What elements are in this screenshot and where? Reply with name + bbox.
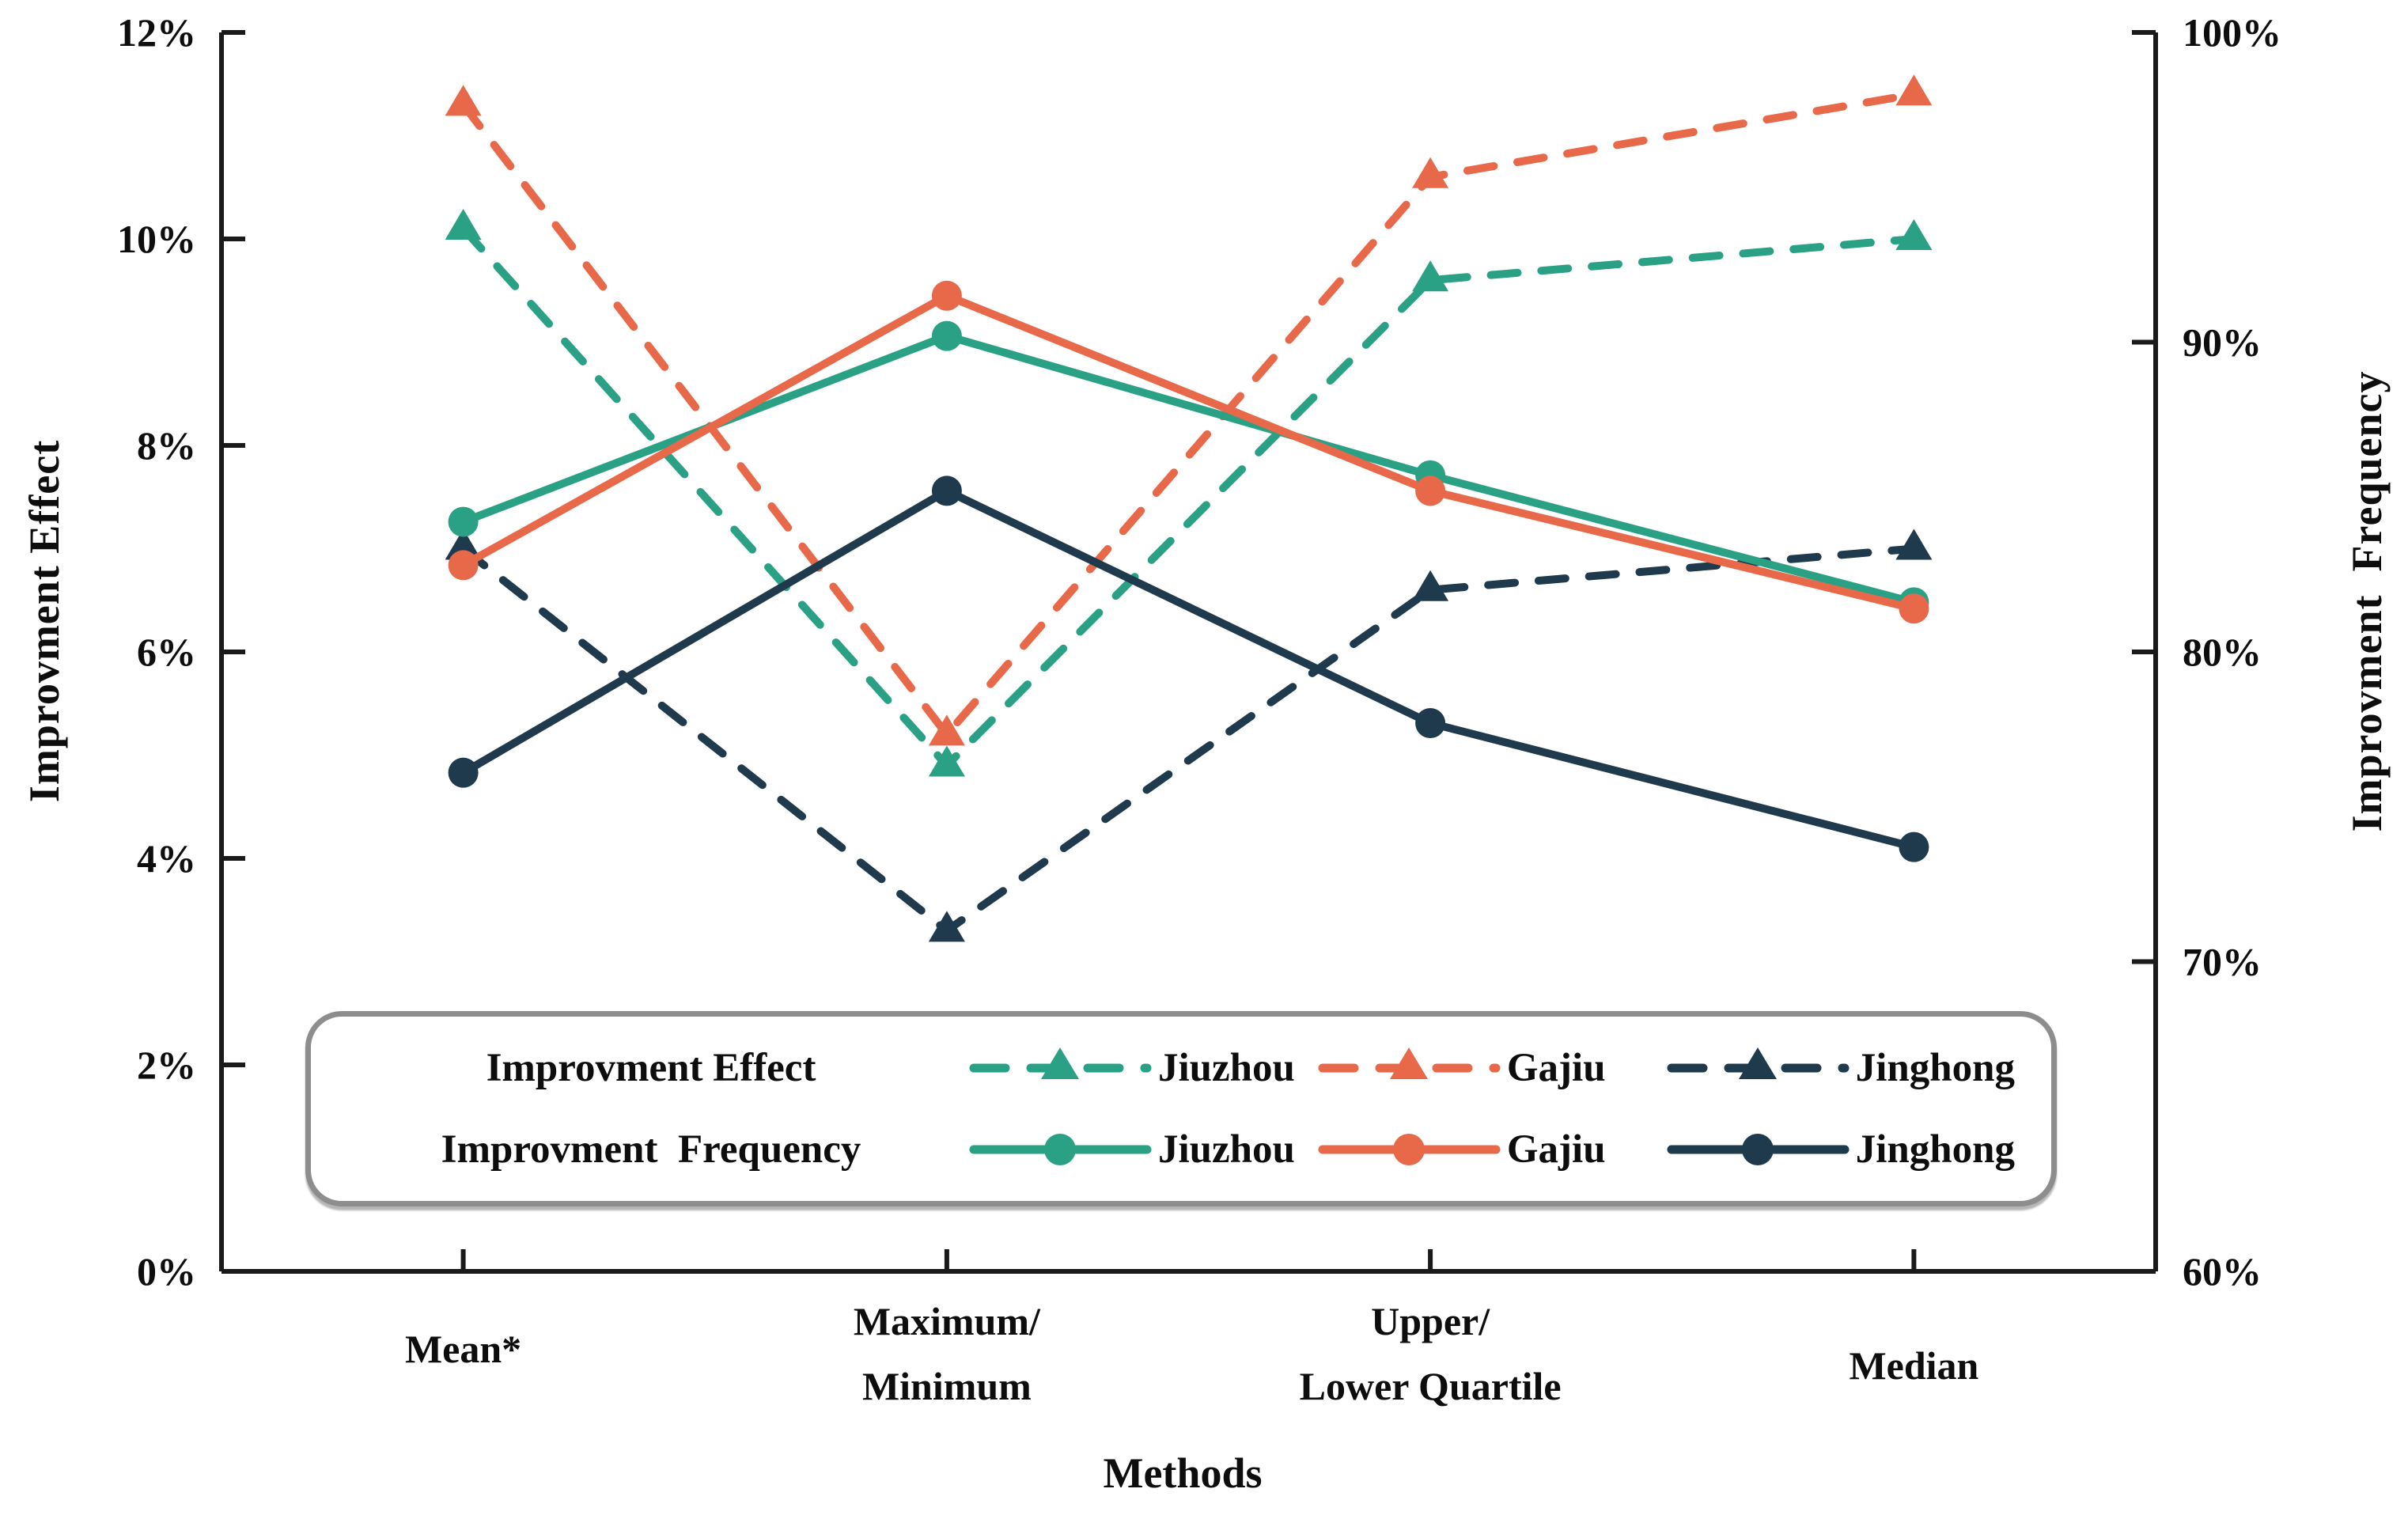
legend-marker-solid-circle-salmon [1318,1133,1501,1165]
svg-text:60%: 60% [2183,1249,2262,1294]
legend-item-frequency-gajiu: Gajiu [1316,1124,1665,1175]
legend-series-name: Jiuzhou [1158,1046,1295,1091]
svg-text:Mean*: Mean* [405,1327,521,1371]
svg-text:6%: 6% [137,630,196,674]
svg-text:Median: Median [1849,1343,1978,1388]
legend-row-frequency: Improvment Frequency Jiuzhou Gajiu Jingh… [335,1124,2015,1175]
x-axis-title: Methods [1103,1449,1263,1497]
legend-item-frequency-jinghong: Jinghong [1665,1124,2015,1175]
legend-item-frequency-jiuzhou: Jiuzhou [967,1124,1316,1175]
legend-row-effect: Improvment Effect Jiuzhou Gajiu Jinghong [335,1043,2015,1093]
svg-text:70%: 70% [2183,940,2262,984]
svg-text:2%: 2% [137,1043,196,1087]
svg-text:Lower Quartile: Lower Quartile [1300,1364,1562,1408]
svg-text:12%: 12% [117,10,196,55]
legend-item-effect-jinghong: Jinghong [1665,1043,2015,1093]
legend-series-name: Jinghong [1855,1046,2016,1091]
right-axis-title: Improvment Frequency [2343,370,2391,832]
svg-text:4%: 4% [137,836,196,881]
legend-marker-dashed-triangle-dark [1667,1047,1850,1080]
legend-item-effect-gajiu: Gajiu [1316,1043,1665,1093]
legend-group-label-effect: Improvment Effect [486,1046,816,1091]
legend-series-name: Jinghong [1855,1127,2016,1172]
legend-marker-dashed-triangle-teal [969,1047,1152,1080]
legend: Improvment Effect Jiuzhou Gajiu Jinghong… [305,1011,2057,1206]
legend-group-label-frequency: Improvment Frequency [441,1127,861,1172]
legend-marker-dashed-triangle-salmon [1318,1047,1501,1080]
svg-text:Minimum: Minimum [862,1364,1032,1408]
svg-text:80%: 80% [2183,630,2262,674]
svg-text:90%: 90% [2183,320,2262,365]
left-axis-title: Improvment Effect [21,439,68,803]
svg-text:100%: 100% [2183,10,2281,55]
svg-text:0%: 0% [137,1249,196,1294]
legend-series-name: Gajiu [1506,1127,1606,1172]
legend-series-name: Jiuzhou [1158,1127,1295,1172]
svg-text:Maximum/: Maximum/ [854,1299,1041,1343]
svg-text:10%: 10% [117,217,196,261]
legend-marker-solid-circle-teal [969,1133,1152,1165]
legend-marker-solid-circle-dark [1667,1133,1850,1165]
legend-series-name: Gajiu [1506,1046,1606,1091]
svg-text:8%: 8% [137,423,196,468]
svg-text:Upper/: Upper/ [1371,1299,1490,1343]
legend-item-effect-jiuzhou: Jiuzhou [967,1043,1316,1093]
